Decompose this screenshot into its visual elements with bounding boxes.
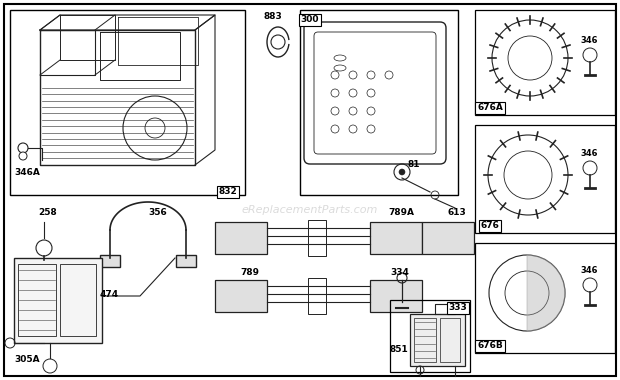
Text: 346A: 346A <box>14 168 40 177</box>
Bar <box>176 255 196 267</box>
Bar <box>215 280 267 312</box>
Text: 832: 832 <box>219 187 237 196</box>
Text: 676B: 676B <box>477 342 503 350</box>
Text: 258: 258 <box>38 208 57 217</box>
Bar <box>10 10 245 195</box>
Text: 789A: 789A <box>388 208 414 217</box>
Bar <box>422 222 474 254</box>
Circle shape <box>399 169 405 175</box>
Text: 789: 789 <box>240 268 259 277</box>
Text: 356: 356 <box>148 208 167 217</box>
Text: 305A: 305A <box>14 355 40 364</box>
Circle shape <box>19 152 27 160</box>
Text: eReplacementParts.com: eReplacementParts.com <box>242 205 378 215</box>
Bar <box>18 264 56 336</box>
Polygon shape <box>527 255 565 331</box>
Bar <box>60 264 96 336</box>
Bar <box>300 10 458 195</box>
Text: 334: 334 <box>390 268 409 277</box>
Text: 333: 333 <box>449 304 467 312</box>
Text: 346: 346 <box>580 149 598 158</box>
Bar <box>370 280 422 312</box>
Bar <box>370 222 422 254</box>
Bar <box>440 318 460 362</box>
Bar <box>215 222 267 254</box>
Bar <box>414 318 436 362</box>
Bar <box>475 125 615 233</box>
Text: 346: 346 <box>580 36 598 45</box>
Text: 883: 883 <box>264 12 283 21</box>
Bar <box>308 220 326 256</box>
Text: 474: 474 <box>100 290 119 299</box>
Text: 676A: 676A <box>477 103 503 112</box>
Bar <box>410 314 465 366</box>
Bar <box>475 243 615 353</box>
Bar <box>308 278 326 314</box>
Text: 613: 613 <box>448 208 467 217</box>
Bar <box>475 10 615 115</box>
Text: 851: 851 <box>390 345 409 354</box>
Bar <box>14 258 102 343</box>
Bar <box>100 255 120 267</box>
FancyBboxPatch shape <box>304 22 446 164</box>
Text: 676: 676 <box>480 222 500 231</box>
Text: 81: 81 <box>408 160 420 169</box>
Text: 300: 300 <box>301 16 319 24</box>
Text: 346: 346 <box>580 266 598 275</box>
Bar <box>390 300 470 372</box>
